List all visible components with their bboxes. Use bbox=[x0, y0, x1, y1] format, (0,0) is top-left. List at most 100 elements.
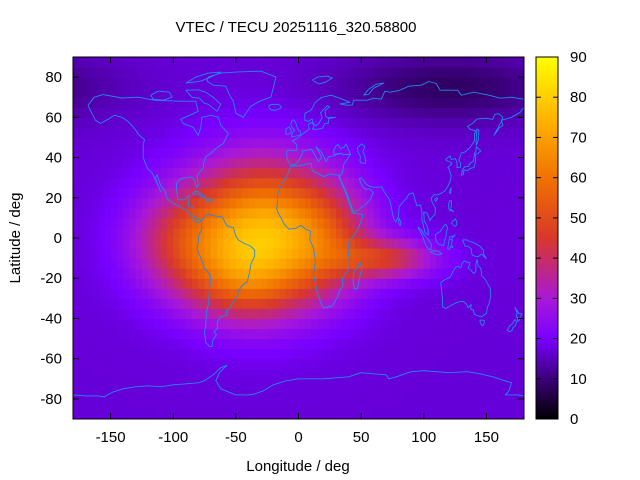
heatmap-cell bbox=[110, 358, 118, 370]
heatmap-cell bbox=[179, 197, 187, 209]
heatmap-cell bbox=[417, 197, 425, 209]
heatmap-cell bbox=[329, 107, 337, 118]
heatmap-cell bbox=[336, 207, 343, 219]
heatmap-cell bbox=[79, 288, 87, 299]
heatmap-cell bbox=[505, 248, 513, 259]
heatmap-cell bbox=[166, 167, 174, 179]
heatmap-cell bbox=[342, 338, 350, 350]
heatmap-cell bbox=[160, 408, 168, 419]
heatmap-cell bbox=[498, 328, 506, 340]
heatmap-cell bbox=[166, 177, 174, 189]
heatmap-cell bbox=[361, 338, 368, 350]
heatmap-cell bbox=[398, 57, 406, 68]
heatmap-cell bbox=[323, 248, 331, 259]
heatmap-cell bbox=[498, 278, 506, 289]
heatmap-cell bbox=[248, 217, 256, 229]
heatmap-cell bbox=[204, 238, 212, 249]
heatmap-cell bbox=[311, 358, 318, 370]
heatmap-cell bbox=[210, 167, 218, 179]
heatmap-cell bbox=[73, 87, 80, 98]
heatmap-cell bbox=[229, 57, 237, 68]
heatmap-cell bbox=[373, 57, 381, 68]
heatmap-cell bbox=[298, 117, 306, 128]
heatmap-cell bbox=[467, 308, 475, 320]
x-axis-label: Longitude / deg bbox=[246, 458, 349, 475]
heatmap-cell bbox=[135, 338, 143, 350]
heatmap-cell bbox=[223, 137, 231, 149]
heatmap-cell bbox=[342, 408, 350, 419]
heatmap-cell bbox=[73, 348, 80, 360]
heatmap-cell bbox=[210, 147, 218, 159]
heatmap-cell bbox=[173, 358, 181, 370]
heatmap-cell bbox=[467, 348, 475, 360]
heatmap-cell bbox=[448, 298, 456, 309]
heatmap-cell bbox=[248, 338, 256, 350]
heatmap-cell bbox=[273, 137, 281, 149]
heatmap-cell bbox=[304, 227, 312, 239]
heatmap-cell bbox=[517, 408, 524, 419]
heatmap-cell bbox=[248, 117, 256, 128]
heatmap-cell bbox=[298, 238, 306, 249]
heatmap-cell bbox=[254, 117, 262, 128]
heatmap-cell bbox=[210, 398, 218, 410]
heatmap-cell bbox=[417, 358, 425, 370]
heatmap-cell bbox=[417, 348, 425, 360]
heatmap-cell bbox=[229, 197, 237, 209]
heatmap-cell bbox=[104, 177, 112, 189]
heatmap-cell bbox=[386, 187, 394, 199]
heatmap-cell bbox=[354, 107, 362, 118]
heatmap-cell bbox=[373, 107, 381, 118]
heatmap-cell bbox=[148, 97, 156, 108]
heatmap-cell bbox=[404, 67, 412, 78]
heatmap-cell bbox=[91, 298, 99, 309]
heatmap-cell bbox=[379, 398, 387, 410]
heatmap-cell bbox=[379, 338, 387, 350]
heatmap-cell bbox=[348, 288, 356, 299]
heatmap-cell bbox=[91, 57, 99, 68]
heatmap-cell bbox=[430, 278, 437, 289]
heatmap-cell bbox=[185, 107, 193, 118]
heatmap-cell bbox=[123, 398, 130, 410]
heatmap-cell bbox=[417, 157, 425, 169]
heatmap-cell bbox=[411, 187, 419, 199]
heatmap-cell bbox=[354, 197, 362, 209]
heatmap-cell bbox=[455, 147, 462, 159]
heatmap-cell bbox=[448, 328, 456, 340]
heatmap-cell bbox=[154, 197, 162, 209]
heatmap-cell bbox=[141, 278, 149, 289]
heatmap-cell bbox=[91, 127, 99, 139]
heatmap-cell bbox=[311, 408, 318, 419]
heatmap-cell bbox=[329, 187, 337, 199]
heatmap-cell bbox=[317, 137, 325, 149]
heatmap-cell bbox=[160, 67, 168, 78]
heatmap-cell bbox=[486, 57, 494, 68]
heatmap-cell bbox=[91, 67, 99, 78]
heatmap-cell bbox=[229, 378, 237, 390]
heatmap-cell bbox=[473, 147, 481, 159]
heatmap-cell bbox=[248, 67, 256, 78]
heatmap-cell bbox=[104, 227, 112, 239]
heatmap-cell bbox=[461, 127, 469, 139]
heatmap-cell bbox=[517, 288, 524, 299]
heatmap-cell bbox=[442, 238, 450, 249]
heatmap-cell bbox=[123, 87, 130, 98]
heatmap-cell bbox=[492, 318, 500, 330]
heatmap-cell bbox=[154, 318, 162, 330]
heatmap-cell bbox=[85, 268, 93, 279]
heatmap-cell bbox=[148, 117, 156, 128]
heatmap-cell bbox=[329, 197, 337, 209]
heatmap-cell bbox=[260, 368, 268, 380]
heatmap-cell bbox=[223, 187, 231, 199]
heatmap-cell bbox=[404, 348, 412, 360]
heatmap-cell bbox=[217, 147, 224, 159]
heatmap-cell bbox=[242, 217, 249, 229]
heatmap-cell bbox=[304, 248, 312, 259]
heatmap-cell bbox=[98, 298, 105, 309]
heatmap-cell bbox=[179, 238, 187, 249]
coastline-antarctica bbox=[73, 364, 524, 419]
heatmap-cell bbox=[248, 227, 256, 239]
heatmap-cell bbox=[511, 197, 519, 209]
heatmap-cell bbox=[392, 288, 400, 299]
heatmap-cell bbox=[436, 217, 444, 229]
heatmap-cell bbox=[361, 87, 368, 98]
